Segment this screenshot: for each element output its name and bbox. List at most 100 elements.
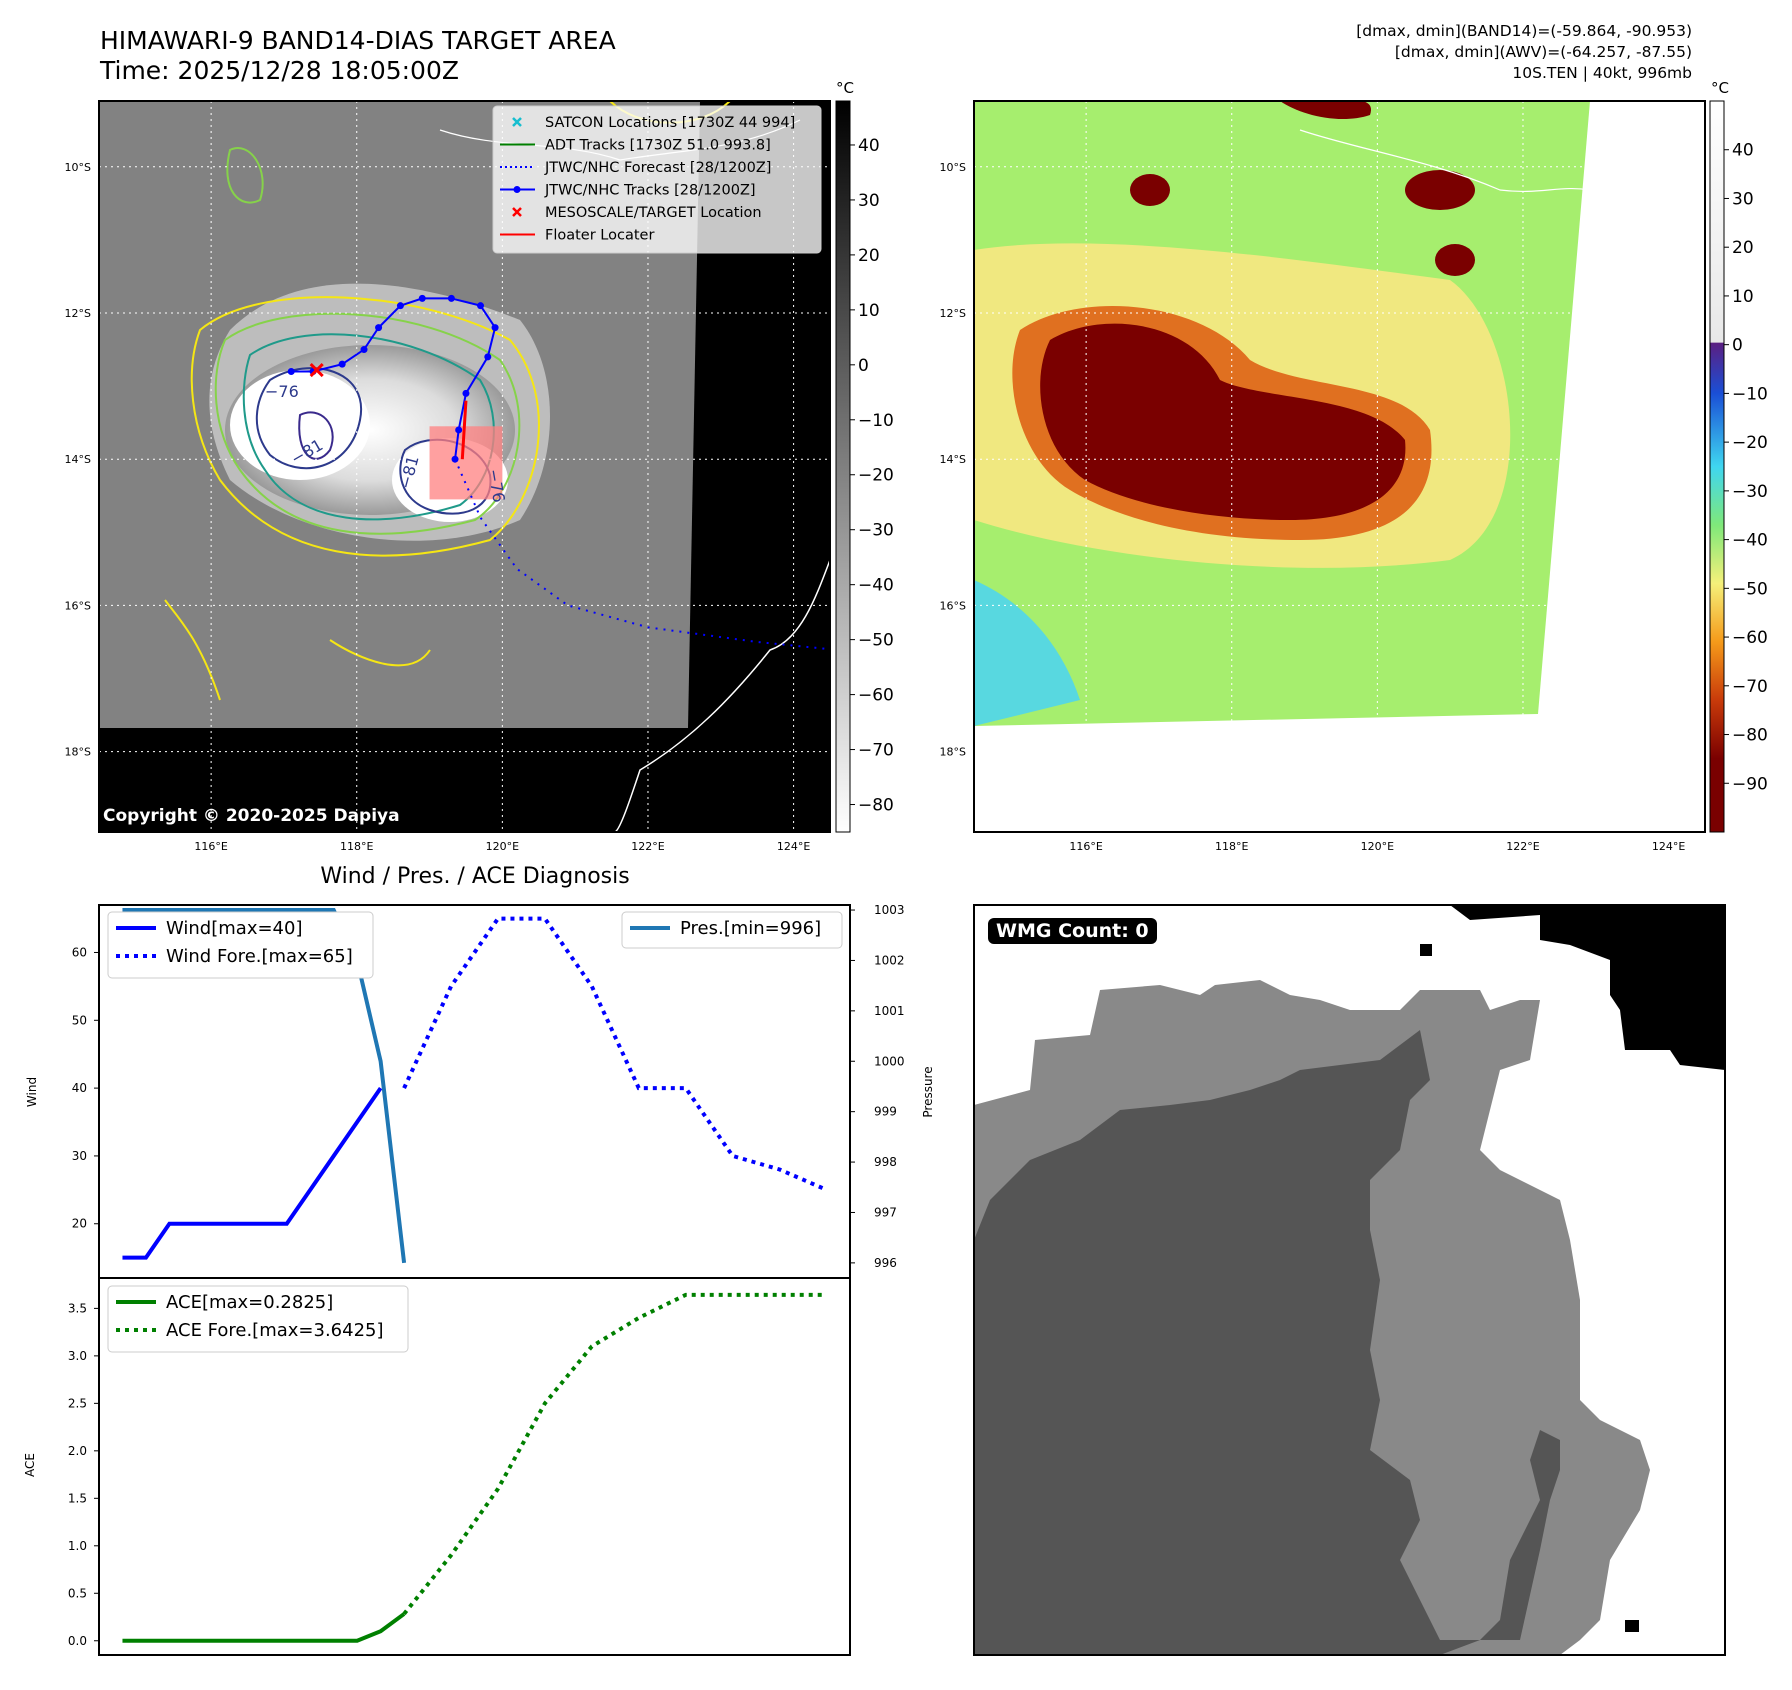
lat-tick-label: 16°S: [940, 599, 966, 612]
lon-tick-label: 116°E: [194, 840, 227, 853]
colorbar-tick-label: −30: [858, 521, 894, 541]
y-tick-label: 3.5: [68, 1301, 87, 1315]
colorbar-tick-label: −20: [858, 466, 894, 486]
colorbar-tick-label: −30: [1732, 482, 1768, 502]
series-line: [122, 1086, 383, 1260]
y-tick-label: 2.0: [68, 1444, 87, 1458]
floater-locator-line: [460, 400, 468, 460]
legend-label: Wind[max=40]: [166, 918, 303, 939]
lat-tick-label: 14°S: [65, 453, 91, 466]
legend-box: [107, 1285, 409, 1353]
y2-tick-label: 998: [874, 1155, 897, 1169]
contour-small-1: [226, 147, 264, 204]
figure-title: HIMAWARI-9 BAND14-DIAS TARGET AREA: [100, 26, 616, 55]
colorbar-tick-label: −70: [858, 741, 894, 761]
awv-cold-blob: [1435, 244, 1475, 276]
wind-ylabel: Wind: [25, 1077, 39, 1107]
lon-tick-label: 118°E: [340, 840, 373, 853]
legend-box: [492, 105, 822, 254]
contour-purple: [298, 411, 334, 460]
mesoscale-target-marker: [309, 362, 324, 378]
y-tick-label: 0.5: [68, 1586, 87, 1600]
gray-colorbar-ticks: 40 30 20 10 0 −10 −20 −30 −40 −50 −60 −70 −80: [850, 136, 894, 816]
coastline-australia: [614, 559, 830, 832]
legend-box: [621, 911, 843, 949]
contour-teal: [242, 333, 495, 521]
colorbar-tick-label: −70: [1732, 677, 1768, 697]
legend-label: ACE[max=0.2825]: [166, 1292, 333, 1313]
y-tick-label: 30: [72, 1149, 87, 1163]
series-line: [402, 1292, 827, 1616]
colorbar-tick-label: −60: [1732, 628, 1768, 648]
wmg-black-speck: [1625, 1620, 1639, 1632]
colorbar-tick-label: 40: [858, 136, 880, 156]
lat-tick-label: 14°S: [940, 453, 966, 466]
wmg-frame: [973, 904, 1726, 1656]
wind-pressure-plot: 20 30 40 50 60 996 997 998 999 1000 1001 1002 1003 Wi…: [72, 903, 905, 1270]
series-line: [122, 1612, 406, 1643]
colorbar-tick-label: −50: [1732, 579, 1768, 599]
y-tick-label: 60: [72, 945, 87, 959]
lon-tick-label: 116°E: [1069, 840, 1102, 853]
legend-label: MESOSCALE/TARGET Location: [545, 205, 762, 221]
color-colorbar: [1709, 100, 1725, 833]
y-tick-label: 50: [72, 1013, 87, 1027]
storm-info: 10S.TEN | 40kt, 996mb: [1512, 64, 1692, 82]
lon-tick-label: 124°E: [777, 840, 810, 853]
awv-cold-core: [1040, 323, 1406, 520]
map-legend: SATCON Locations [1730Z 44 994] ADT Track…: [492, 105, 822, 254]
colorbar-tick-label: 10: [858, 301, 880, 321]
legend-marker: [513, 186, 521, 193]
colorbar-tick-label: 30: [858, 191, 880, 211]
track-point: [462, 389, 470, 397]
track-point: [396, 302, 404, 310]
wmg-panel: [974, 905, 1725, 1655]
y2-tick-label: 999: [874, 1105, 897, 1119]
track-point: [287, 367, 295, 375]
gray-colorbar: [835, 100, 851, 833]
colorbar-tick-label: −60: [858, 686, 894, 706]
awv-cold-blob: [1130, 174, 1170, 206]
lon-tick-label: 120°E: [1361, 840, 1394, 853]
pressure-ylabel: Pressure: [921, 1066, 935, 1117]
track-point: [484, 353, 492, 361]
track-point: [455, 426, 463, 434]
colorbar-tick-label: 20: [858, 246, 880, 266]
legend-label: JTWC/NHC Forecast [28/1200Z]: [544, 160, 771, 176]
y2-tick-label: 997: [874, 1205, 897, 1219]
colorbar-tick-label: 10: [1732, 287, 1754, 307]
legend-label: Pres.[min=996]: [680, 918, 821, 939]
map2-frame: [973, 100, 1706, 833]
track-point: [360, 346, 368, 354]
lat-tick-label: 12°S: [65, 307, 91, 320]
lat-tick-label: 18°S: [65, 746, 91, 759]
y2-tick-label: 996: [874, 1256, 897, 1270]
colorbar-unit: °C: [836, 79, 854, 97]
colorbar-tick-label: −80: [1732, 726, 1768, 746]
band14-range: [dmax, dmin](BAND14)=(-59.864, -90.953): [1356, 22, 1692, 40]
y-tick-label: 40: [72, 1081, 87, 1095]
awv-cyan-region: [974, 580, 1080, 726]
lat-tick-label: 12°S: [940, 307, 966, 320]
legend-marker: [512, 207, 522, 217]
colorbar-tick-label: −20: [1732, 433, 1768, 453]
series-line: [402, 916, 828, 1192]
lon-tick-label: 120°E: [486, 840, 519, 853]
wmg-black-speck: [1420, 944, 1432, 956]
legend-label: Floater Locater: [545, 228, 654, 244]
colorbar-tick-label: 0: [1732, 336, 1743, 356]
ace-ylabel: ACE: [23, 1453, 37, 1477]
lon-tick-label: 118°E: [1215, 840, 1248, 853]
y-tick-label: 2.5: [68, 1396, 87, 1410]
awv-cold-blob: [1405, 170, 1475, 210]
lon-tick-label: 124°E: [1652, 840, 1685, 853]
awv-range: [dmax, dmin](AWV)=(-64.257, -87.55): [1394, 43, 1692, 61]
lat-tick-label: 10°S: [65, 161, 91, 174]
colorbar-tick-label: −50: [858, 631, 894, 651]
colorbar-tick-label: −40: [1732, 531, 1768, 551]
track-point: [338, 360, 346, 368]
wmg-gray-dark: [974, 1030, 1560, 1655]
legend-label: Wind Fore.[max=65]: [166, 946, 353, 967]
wmg-black-region: [1450, 905, 1725, 1070]
